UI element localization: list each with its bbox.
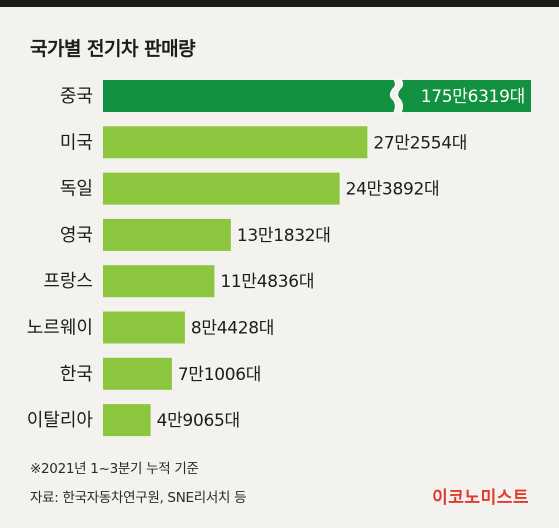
value-label: 24만3892대 (346, 180, 440, 200)
value-label: 4만9065대 (157, 411, 240, 431)
category-label: 독일 (60, 179, 93, 200)
value-label: 175만6319대 (421, 87, 525, 107)
bar (103, 172, 340, 205)
chart-title: 국가별 전기차 판매량 (30, 38, 196, 60)
value-label: 8만4428대 (191, 319, 274, 339)
category-label: 프랑스 (43, 271, 93, 292)
bar (103, 357, 172, 390)
axis-break-mark (390, 78, 403, 114)
category-label: 미국 (60, 132, 93, 153)
value-label: 13만1832대 (237, 226, 331, 246)
category-label: 중국 (60, 86, 93, 107)
bar (103, 311, 185, 344)
bar (103, 126, 368, 159)
value-label: 7만1006대 (178, 365, 261, 385)
category-label: 노르웨이 (27, 318, 93, 339)
bar (103, 404, 151, 437)
bar (103, 80, 531, 112)
category-label: 한국 (60, 364, 93, 385)
source-note: 자료: 한국자동차연구원, SNE리서치 등 (30, 490, 247, 506)
axis-break-line (389, 77, 397, 115)
bar (103, 265, 215, 298)
publisher-logo: 이코노미스트 (432, 488, 529, 508)
category-label: 영국 (60, 225, 93, 246)
top-rule (0, 0, 559, 7)
axis-break-line (396, 77, 404, 115)
footnote: ※2021년 1~3분기 누적 기준 (30, 461, 199, 477)
value-label: 11만4836대 (220, 272, 314, 292)
category-label: 이탈리아 (27, 410, 94, 431)
bar (103, 218, 231, 251)
value-label: 27만2554대 (373, 133, 467, 153)
